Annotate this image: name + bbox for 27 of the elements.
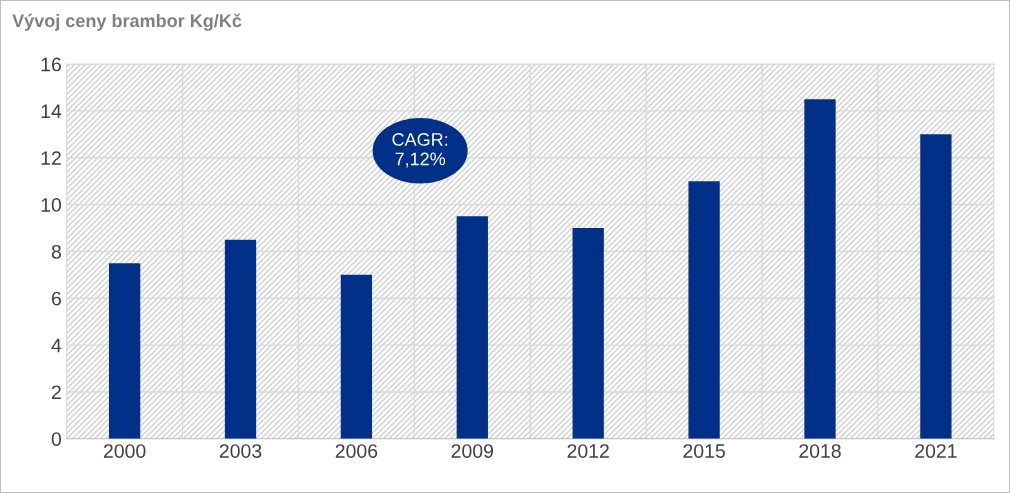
- y-tick-label: 0: [51, 432, 62, 447]
- bar: [572, 228, 604, 439]
- y-tick-label: 10: [41, 198, 62, 212]
- chart-title: Vývoj ceny brambor Kg/Kč: [12, 13, 242, 31]
- y-tick-label: 12: [41, 151, 61, 165]
- x-tick-label: 2000: [103, 444, 146, 458]
- x-tick-label: 2009: [451, 444, 494, 458]
- y-tick-label: 4: [51, 338, 62, 353]
- bar: [688, 181, 720, 439]
- bar: [920, 134, 952, 439]
- bar: [224, 239, 257, 439]
- bar: [340, 274, 373, 439]
- x-tick-label: 2015: [683, 444, 725, 458]
- y-tick-label: 16: [41, 57, 61, 72]
- x-tick-label: 2012: [567, 444, 609, 458]
- y-tick-label: 6: [51, 291, 61, 306]
- x-tick-label: 2003: [219, 444, 262, 458]
- x-tick-label: 2006: [335, 444, 378, 458]
- x-tick-label: 2021: [915, 444, 957, 458]
- annotation: CAGR: 7,12%: [392, 133, 448, 168]
- bar: [804, 99, 836, 439]
- bar: [108, 263, 141, 439]
- y-tick-label: 8: [51, 244, 61, 259]
- y-tick-label: 2: [51, 385, 61, 399]
- y-tick-label: 14: [41, 104, 62, 118]
- bar: [456, 216, 488, 439]
- x-tick-label: 2018: [799, 444, 841, 458]
